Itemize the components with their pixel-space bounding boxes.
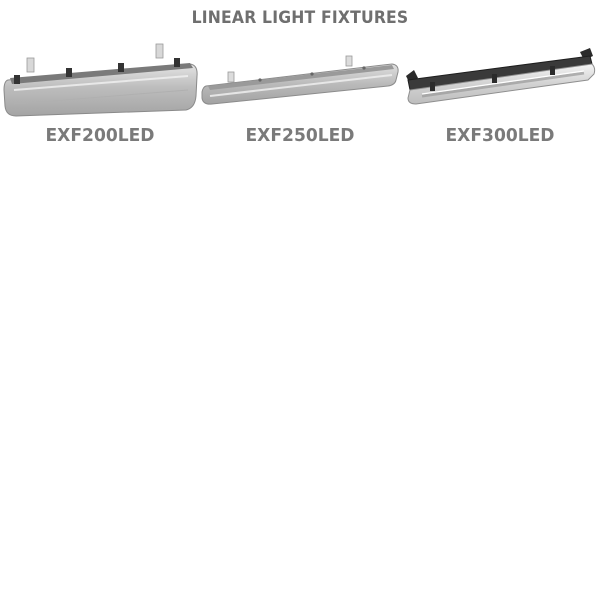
product-label[interactable]: EXF200LED (45, 125, 155, 146)
product-label[interactable]: EXF300LED (445, 125, 555, 146)
product-card-exf300led[interactable]: EXF300LED (400, 38, 600, 158)
linear-fixture-slim-gray-icon (201, 55, 399, 105)
page-title: LINEAR LIGHT FIXTURES (191, 8, 409, 28)
linear-fixture-dark-frame-icon (406, 48, 596, 105)
product-card-exf200led[interactable]: EXF200LED (0, 38, 200, 158)
linear-fixture-gray-icon (3, 43, 198, 117)
product-card-exf250led[interactable]: EXF250LED (200, 38, 400, 158)
product-label[interactable]: EXF250LED (245, 125, 355, 146)
